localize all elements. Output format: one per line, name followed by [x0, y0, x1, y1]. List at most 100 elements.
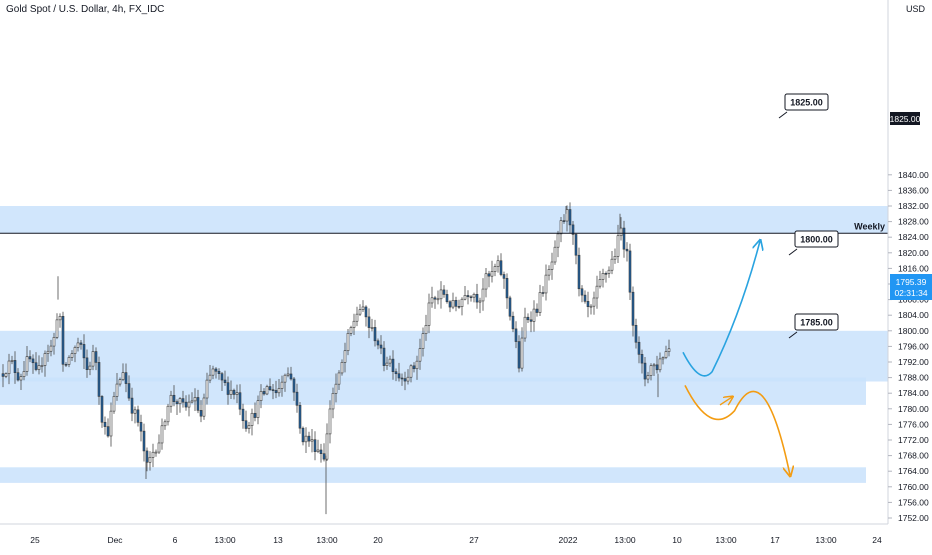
candle-down	[28, 356, 32, 360]
candle-up	[52, 337, 56, 347]
candle-up	[25, 356, 29, 372]
candle-up	[4, 373, 8, 377]
candle-up	[406, 376, 410, 382]
price-tick-label: 1816.00	[898, 263, 929, 273]
candle-up	[133, 409, 137, 414]
candle-up	[556, 233, 560, 248]
candle-up	[460, 298, 464, 307]
candle-up	[7, 360, 11, 374]
candle-down	[499, 260, 503, 275]
candle-up	[349, 327, 353, 334]
candle-up	[73, 347, 77, 354]
candles-layer	[1, 202, 671, 515]
price-axis[interactable]: 1840.00 1836.00 1832.00 1828.00 1824.00 1820.…	[888, 170, 929, 523]
candle-up	[664, 351, 668, 358]
current-price-marker-bg	[890, 274, 932, 300]
candle-down	[502, 274, 506, 279]
candle-down	[487, 273, 491, 277]
middle-range-zone	[0, 330, 888, 382]
candle-down	[241, 408, 245, 422]
candle-down	[100, 396, 104, 423]
candle-up	[496, 260, 500, 267]
candle-down	[82, 344, 86, 359]
price-tick-label: 1836.00	[898, 185, 929, 195]
candle-down	[142, 430, 146, 452]
candle-down	[13, 360, 17, 374]
candle-up	[10, 360, 14, 362]
candle-up	[493, 266, 497, 272]
candle-up	[43, 353, 47, 366]
candle-up	[40, 365, 44, 367]
candle-up	[46, 350, 50, 354]
candle-down	[313, 439, 317, 452]
candle-down	[274, 390, 278, 394]
candle-down	[31, 358, 35, 364]
candle-down	[196, 397, 200, 411]
time-tick-label: 6	[173, 535, 178, 545]
candle-up	[283, 374, 287, 383]
candle-down	[199, 410, 203, 417]
candle-up	[418, 348, 422, 362]
candle-down	[214, 368, 218, 372]
candle-up	[166, 405, 170, 423]
candle-down	[586, 301, 590, 307]
price-tick-label: 1800.00	[898, 326, 929, 336]
candle-up	[55, 319, 59, 338]
candle-down	[127, 383, 131, 399]
callout-pointer	[788, 248, 798, 256]
candle-down	[79, 342, 83, 345]
candle-down	[637, 341, 641, 355]
candle-up	[277, 388, 281, 394]
candle-up	[250, 412, 254, 426]
candle-up	[265, 386, 269, 395]
candle-down	[625, 248, 629, 252]
candle-up	[280, 381, 284, 389]
candle-down	[217, 370, 221, 374]
candle-up	[601, 273, 605, 280]
candle-up	[256, 400, 260, 418]
candle-up	[88, 365, 92, 370]
candle-up	[37, 365, 41, 370]
candle-down	[631, 291, 635, 326]
candle-up	[385, 362, 389, 366]
price-tick-label: 1824.00	[898, 232, 929, 242]
callout-pointer	[778, 111, 788, 119]
candle-up	[538, 292, 542, 313]
chart-title: Gold Spot / U.S. Dollar, 4h, FX_IDC	[6, 4, 165, 15]
candle-down	[394, 371, 398, 375]
candle-down	[175, 401, 179, 405]
candle-up	[328, 408, 332, 435]
candle-down	[244, 420, 248, 429]
price-tick-label: 1780.00	[898, 404, 929, 414]
time-axis[interactable]: 25 Dec 6 13:00 13 13:00 20 27 2022 13:00 10 13:00 17…	[30, 535, 882, 545]
candle-up	[409, 365, 413, 378]
candle-down	[379, 344, 383, 349]
candle-down	[295, 391, 299, 406]
candle-up	[550, 261, 554, 270]
candle-up	[415, 360, 419, 370]
candle-down	[268, 386, 272, 390]
time-tick-label: 13:00	[214, 535, 236, 545]
candle-down	[301, 427, 305, 443]
callout-pointer	[788, 331, 798, 339]
candle-up	[427, 302, 431, 326]
price-markers: 1825.00 1795.39 02:31:34	[890, 112, 932, 300]
candle-down	[64, 363, 68, 366]
candle-down	[136, 409, 140, 423]
candle-down	[172, 394, 176, 402]
candle-up	[91, 351, 95, 367]
candle-down	[61, 316, 65, 365]
candle-up	[553, 246, 557, 263]
candle-down	[262, 391, 266, 395]
candle-down	[403, 378, 407, 382]
price-tick-label: 1756.00	[898, 497, 929, 507]
time-tick-label: 27	[469, 535, 479, 545]
time-tick-label: 13:00	[316, 535, 338, 545]
candle-up	[202, 397, 206, 417]
candle-down	[289, 373, 293, 380]
candle-up	[157, 442, 161, 453]
candle-up	[589, 305, 593, 308]
candle-down	[541, 292, 545, 294]
candle-up	[109, 410, 113, 437]
